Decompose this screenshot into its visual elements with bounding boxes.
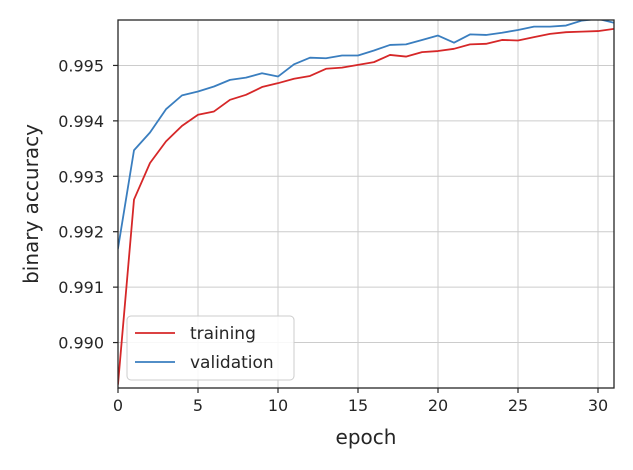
grid bbox=[117, 20, 614, 388]
legend: training validation bbox=[126, 315, 295, 381]
series-line-validation bbox=[118, 20, 614, 250]
x-tick-label: 5 bbox=[193, 396, 203, 415]
legend-label-validation: validation bbox=[190, 353, 274, 373]
x-tick-label: 15 bbox=[348, 396, 368, 415]
legend-label-training: training bbox=[190, 324, 256, 344]
plot-area-frame bbox=[117, 19, 615, 389]
y-tick-label: 0.994 bbox=[58, 112, 104, 131]
x-tick-label: 20 bbox=[428, 396, 448, 415]
y-axis-label: binary accuracy bbox=[19, 124, 43, 284]
y-tick-label: 0.992 bbox=[58, 223, 104, 242]
y-tick-label: 0.993 bbox=[58, 167, 104, 186]
x-tick-label: 30 bbox=[588, 396, 608, 415]
x-tick-label: 10 bbox=[268, 396, 288, 415]
x-tick-label: 25 bbox=[508, 396, 528, 415]
y-tick-label: 0.995 bbox=[58, 56, 104, 75]
y-axis-ticks: 0.990 0.991 0.992 0.993 0.994 0.995 bbox=[58, 56, 118, 353]
x-axis-ticks: 0 5 10 15 20 25 30 bbox=[113, 388, 608, 415]
legend-box bbox=[126, 315, 295, 381]
series-line-training bbox=[118, 27, 614, 386]
y-tick-label: 0.991 bbox=[58, 278, 104, 297]
x-axis-label: epoch bbox=[336, 425, 397, 449]
y-tick-label: 0.990 bbox=[58, 334, 104, 353]
series-lines bbox=[118, 20, 614, 386]
x-tick-label: 0 bbox=[113, 396, 123, 415]
